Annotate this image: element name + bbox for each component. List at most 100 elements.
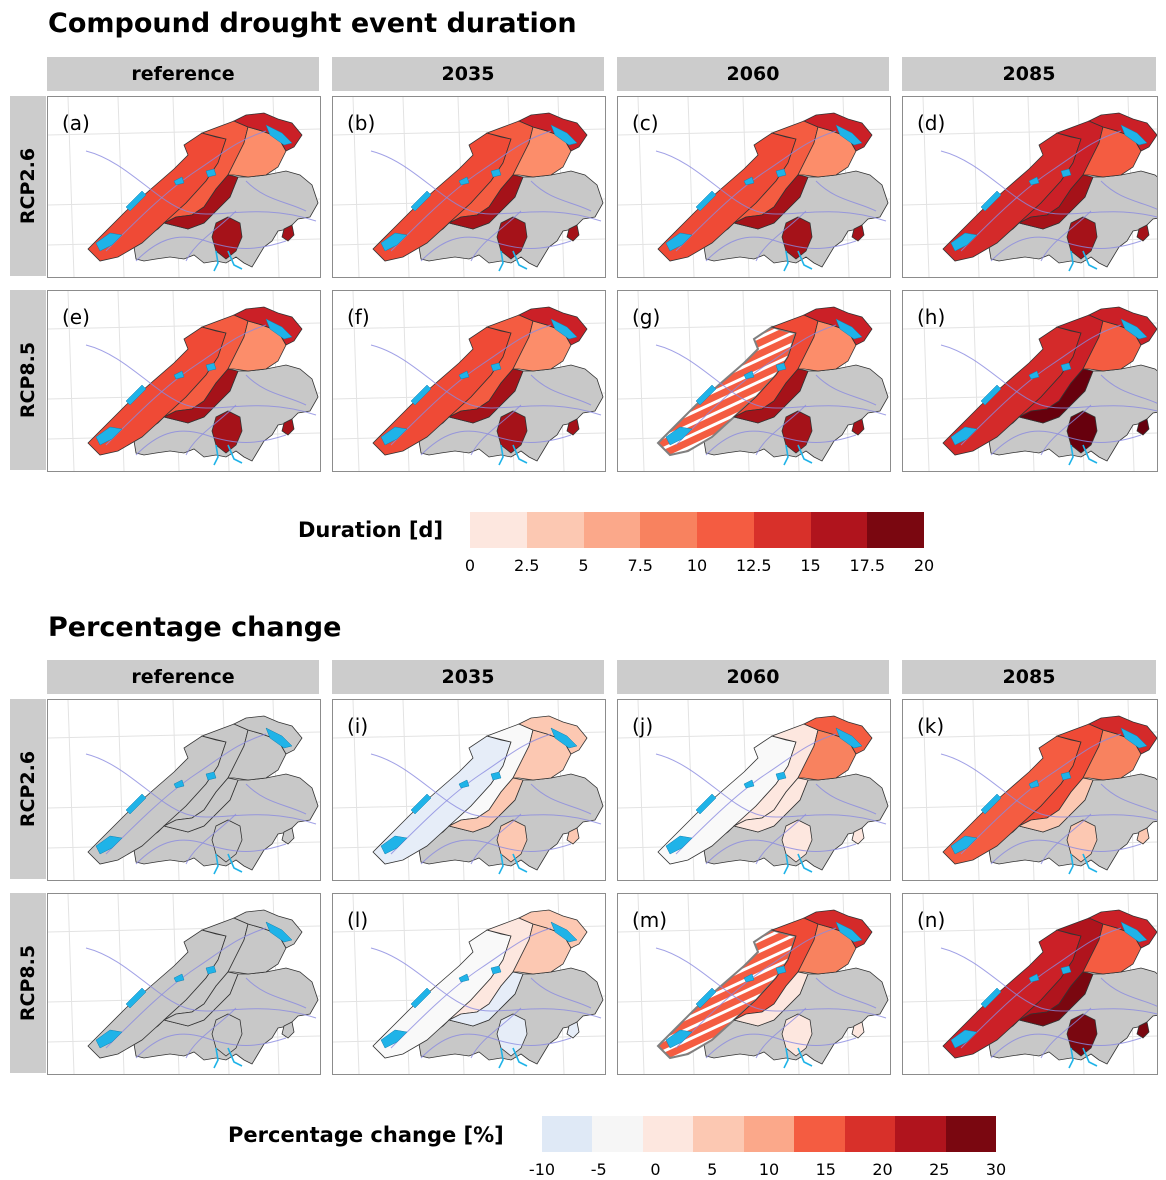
region-ticino xyxy=(781,819,813,863)
lake xyxy=(1120,921,1148,943)
river-line xyxy=(105,733,267,855)
panel-label: (k) xyxy=(917,714,945,738)
panel-label: (f) xyxy=(347,305,370,329)
region-5 xyxy=(732,368,809,424)
region-ticino xyxy=(1066,216,1098,260)
river-line xyxy=(530,977,592,1009)
region-ticino xyxy=(781,410,813,454)
lake xyxy=(458,176,470,186)
lake xyxy=(265,124,293,146)
lake xyxy=(205,965,217,975)
region-ticino xyxy=(1066,410,1098,454)
lake xyxy=(980,793,1002,815)
river-line xyxy=(135,1033,287,1059)
river-line xyxy=(105,324,267,446)
region-ticino xyxy=(211,216,243,260)
river-line xyxy=(655,947,887,1019)
region-enclave xyxy=(851,224,865,242)
panel-label: (c) xyxy=(632,111,659,135)
region-enclave xyxy=(566,418,580,436)
panel-label: (m) xyxy=(632,908,668,932)
map-svg xyxy=(333,97,605,277)
lake xyxy=(665,426,693,446)
lake xyxy=(550,727,578,749)
river-line xyxy=(1068,1047,1098,1069)
lake xyxy=(265,318,293,340)
river-line xyxy=(815,783,877,815)
lake xyxy=(458,973,470,983)
lake xyxy=(980,190,1002,212)
river-line xyxy=(1040,1007,1092,1059)
region-enclave xyxy=(281,1021,295,1039)
river-line xyxy=(815,977,877,1009)
legend-tick-label: -5 xyxy=(590,1160,607,1179)
river-line xyxy=(705,839,857,865)
column-header-2060: 2060 xyxy=(617,660,889,694)
switzerland-map xyxy=(370,306,604,466)
map-svg xyxy=(48,700,320,880)
lake xyxy=(980,384,1002,406)
legend-tick-label: 5 xyxy=(707,1160,718,1179)
map-svg xyxy=(618,97,890,277)
panel-label: (a) xyxy=(62,111,90,135)
river-line xyxy=(390,733,552,855)
river-line xyxy=(370,947,602,1019)
lake xyxy=(950,835,978,855)
region-5 xyxy=(1017,777,1094,833)
legend-tick-label: 12.5 xyxy=(735,556,772,575)
panel-label: (n) xyxy=(917,908,946,932)
lake xyxy=(95,1029,123,1049)
map-panel: (n) xyxy=(902,893,1158,1075)
switzerland-map xyxy=(370,715,604,875)
map-svg xyxy=(903,291,1157,471)
section-title-percentage: Percentage change xyxy=(48,612,342,643)
map-panel: (k) xyxy=(902,699,1158,881)
river-line xyxy=(185,813,237,865)
lake xyxy=(125,190,147,212)
river-line xyxy=(370,150,602,222)
column-header-reference: reference xyxy=(47,57,319,91)
river-line xyxy=(783,853,813,875)
region-ticino xyxy=(781,216,813,260)
region-5 xyxy=(447,971,524,1027)
river-line xyxy=(245,374,307,406)
river-line xyxy=(135,839,287,865)
legend-colorbar-duration xyxy=(470,512,924,548)
river-line xyxy=(85,947,317,1019)
switzerland-map xyxy=(85,715,319,875)
river-line xyxy=(815,180,877,212)
lake xyxy=(95,835,123,855)
river-line xyxy=(85,150,317,222)
region-5 xyxy=(1017,971,1094,1027)
lake xyxy=(458,370,470,380)
region-ticino xyxy=(496,819,528,863)
row-header-rcp26: RCP2.6 xyxy=(10,96,46,276)
lake xyxy=(950,426,978,446)
switzerland-map xyxy=(940,112,1157,272)
legend-tick-label: 20 xyxy=(872,1160,893,1179)
river-line xyxy=(420,839,572,865)
lake xyxy=(743,370,755,380)
river-line xyxy=(655,344,887,416)
legend-tick-label: 17.5 xyxy=(849,556,886,575)
panel-label: (d) xyxy=(917,111,946,135)
region-enclave xyxy=(566,1021,580,1039)
panel-label: (j) xyxy=(632,714,654,738)
lake xyxy=(95,426,123,446)
region-ticino xyxy=(496,216,528,260)
map-panel: (c) xyxy=(617,96,891,278)
switzerland-map xyxy=(85,112,319,272)
legend-swatch xyxy=(810,512,868,548)
river-line xyxy=(940,344,1157,412)
legend-tick-label: -10 xyxy=(528,1160,556,1179)
column-header-2085: 2085 xyxy=(902,660,1156,694)
river-line xyxy=(705,430,857,456)
lake xyxy=(173,370,185,380)
river-line xyxy=(940,150,1157,218)
river-line xyxy=(470,813,522,865)
map-svg xyxy=(48,97,320,277)
map-svg xyxy=(618,894,890,1074)
column-header-2035: 2035 xyxy=(332,57,604,91)
region-5 xyxy=(1017,174,1094,230)
river-line xyxy=(245,180,307,212)
